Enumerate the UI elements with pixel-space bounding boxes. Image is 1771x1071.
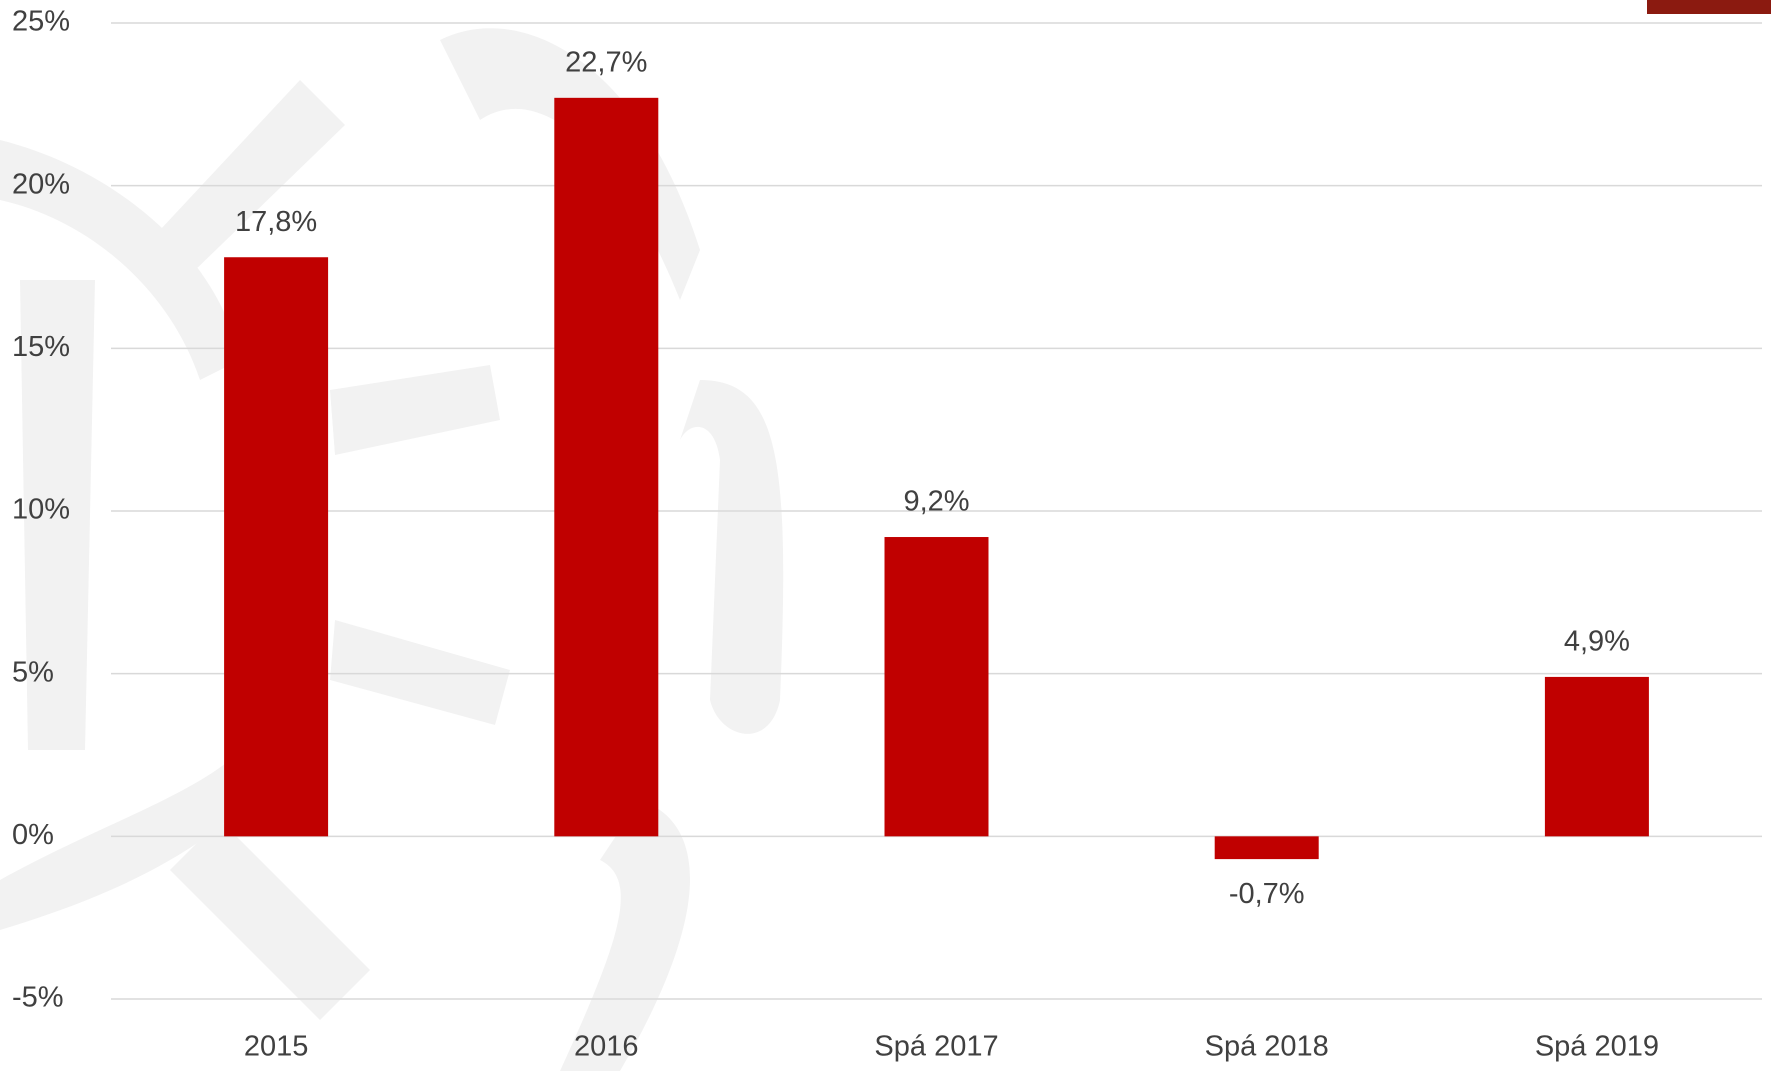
bar [554,97,659,837]
bar [884,537,989,837]
bar [1544,676,1649,837]
bar [1214,836,1319,860]
x-tick-label: Spá 2018 [1205,1031,1329,1063]
value-label: 4,9% [1564,626,1630,658]
value-label: -0,7% [1229,878,1305,910]
x-tick-label: Spá 2017 [874,1031,998,1063]
value-label: 17,8% [235,206,317,238]
value-label: 9,2% [903,486,969,518]
y-tick-label: 10% [12,494,70,526]
y-tick-label: 25% [12,6,70,38]
corner-logo [1647,0,1771,14]
x-tick-label: 2016 [574,1031,639,1063]
bar [224,257,329,837]
y-tick-label: -5% [12,982,64,1014]
y-tick-label: 15% [12,331,70,363]
value-label: 22,7% [565,46,647,78]
y-tick-label: 20% [12,168,70,200]
y-tick-label: 0% [12,819,54,851]
x-tick-label: Spá 2019 [1535,1031,1659,1063]
y-tick-label: 5% [12,656,54,688]
watermark [0,28,784,1071]
x-tick-label: 2015 [244,1031,309,1063]
